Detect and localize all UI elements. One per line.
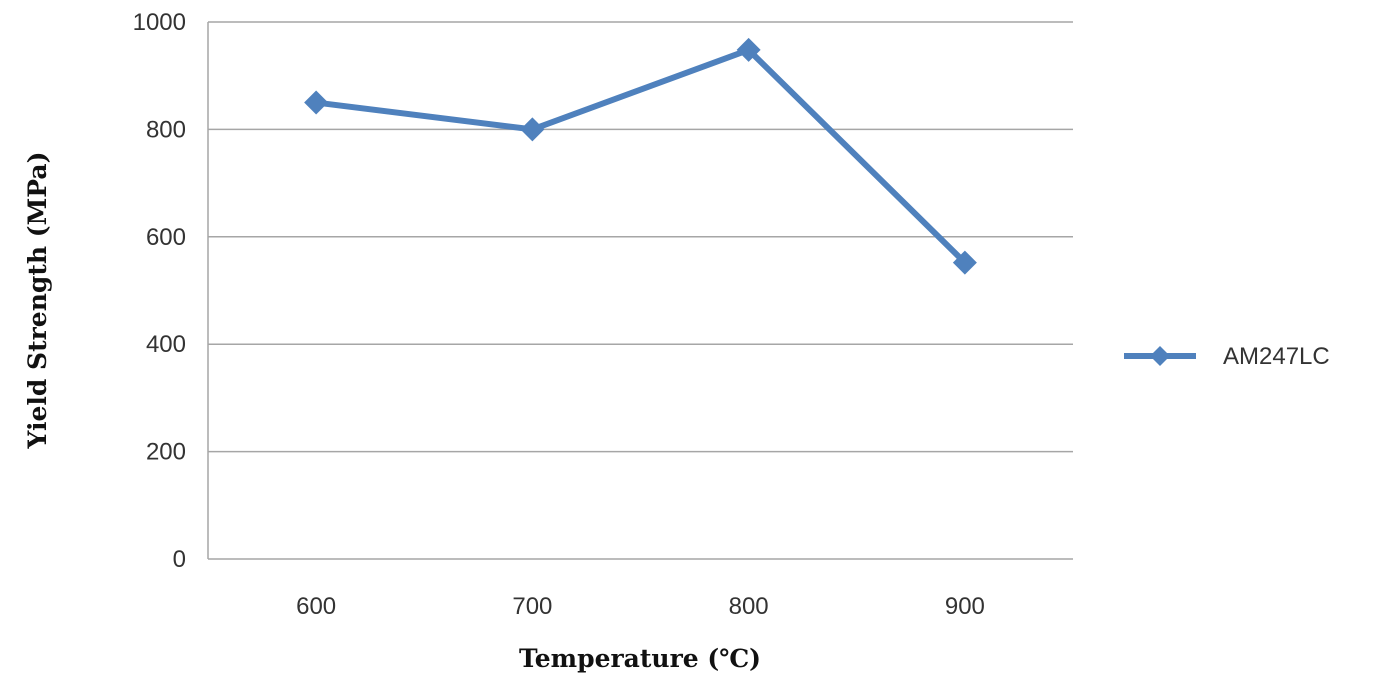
legend-swatch-marker [1150, 346, 1170, 366]
y-tick-label: 400 [146, 331, 186, 358]
x-axis-title: Temperature (℃) [519, 644, 761, 673]
y-tick-label: 600 [146, 224, 186, 251]
y-tick-label: 0 [173, 546, 186, 573]
y-axis-title: Yield Strength (MPa) [23, 152, 52, 450]
data-point-marker [304, 90, 329, 115]
y-tick-label: 800 [146, 116, 186, 143]
x-axis-ticks: 600 700 800 900 [296, 593, 985, 620]
x-tick-label: 800 [729, 593, 769, 620]
data-point-marker [736, 37, 761, 62]
y-tick-label: 1000 [133, 9, 186, 36]
legend-label: AM247LC [1223, 343, 1330, 370]
x-tick-label: 600 [296, 593, 336, 620]
data-point-marker [520, 117, 545, 142]
grid-lines [207, 21, 1073, 560]
series-line [315, 46, 967, 265]
data-point-marker [952, 250, 977, 275]
y-axis-ticks: 0 200 400 600 800 1000 [133, 9, 186, 573]
legend: AM247LC [1124, 343, 1330, 370]
y-tick-label: 200 [146, 439, 186, 466]
series-layer [304, 37, 977, 275]
x-tick-label: 900 [945, 593, 985, 620]
x-tick-label: 700 [512, 593, 552, 620]
